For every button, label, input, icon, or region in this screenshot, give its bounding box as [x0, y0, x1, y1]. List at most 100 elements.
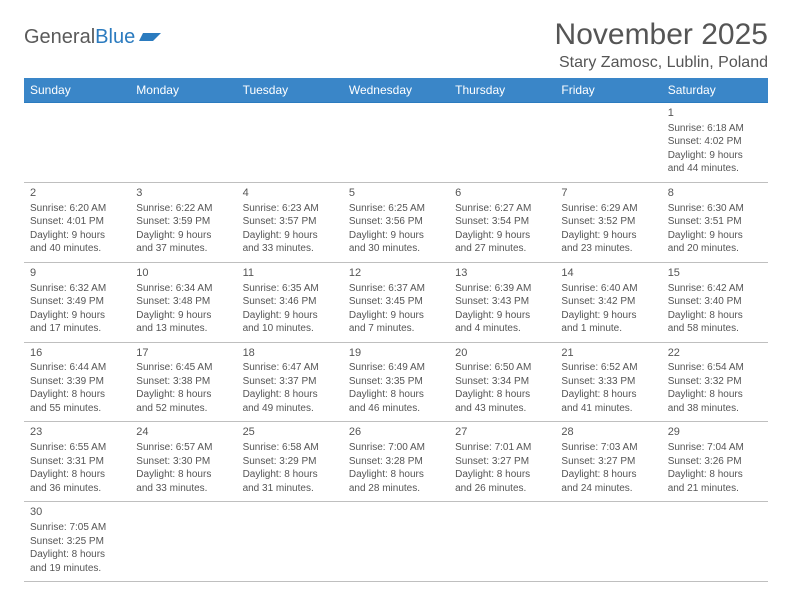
day-number: 8	[668, 186, 762, 201]
calendar-empty	[343, 103, 449, 183]
sunrise-text: Sunrise: 6:49 AM	[349, 361, 443, 375]
day-number: 29	[668, 425, 762, 440]
daylight-text: Daylight: 9 hours and 1 minute.	[561, 309, 655, 336]
sunset-text: Sunset: 3:45 PM	[349, 295, 443, 309]
daylight-text: Daylight: 8 hours and 49 minutes.	[243, 388, 337, 415]
day-number: 4	[243, 186, 337, 201]
sunset-text: Sunset: 3:59 PM	[136, 215, 230, 229]
sunset-text: Sunset: 3:38 PM	[136, 375, 230, 389]
daylight-text: Daylight: 8 hours and 26 minutes.	[455, 468, 549, 495]
sunset-text: Sunset: 3:31 PM	[30, 455, 124, 469]
sunset-text: Sunset: 3:40 PM	[668, 295, 762, 309]
sunrise-text: Sunrise: 7:05 AM	[30, 521, 124, 535]
sunset-text: Sunset: 3:56 PM	[349, 215, 443, 229]
day-number: 9	[30, 266, 124, 281]
sunset-text: Sunset: 3:42 PM	[561, 295, 655, 309]
daylight-text: Daylight: 8 hours and 55 minutes.	[30, 388, 124, 415]
calendar-day: 9Sunrise: 6:32 AMSunset: 3:49 PMDaylight…	[24, 262, 130, 342]
daylight-text: Daylight: 9 hours and 44 minutes.	[668, 149, 762, 176]
location: Stary Zamosc, Lublin, Poland	[555, 54, 768, 72]
sunrise-text: Sunrise: 6:42 AM	[668, 282, 762, 296]
sunset-text: Sunset: 3:33 PM	[561, 375, 655, 389]
sunrise-text: Sunrise: 6:47 AM	[243, 361, 337, 375]
sunrise-text: Sunrise: 6:32 AM	[30, 282, 124, 296]
calendar-empty	[237, 103, 343, 183]
daylight-text: Daylight: 9 hours and 23 minutes.	[561, 229, 655, 256]
day-number: 24	[136, 425, 230, 440]
calendar-day: 4Sunrise: 6:23 AMSunset: 3:57 PMDaylight…	[237, 182, 343, 262]
sunset-text: Sunset: 3:39 PM	[30, 375, 124, 389]
calendar-empty	[130, 502, 236, 582]
sunrise-text: Sunrise: 6:18 AM	[668, 122, 762, 136]
daylight-text: Daylight: 9 hours and 7 minutes.	[349, 309, 443, 336]
daylight-text: Daylight: 8 hours and 36 minutes.	[30, 468, 124, 495]
day-number: 20	[455, 346, 549, 361]
page-header: GeneralBlue November 2025 Stary Zamosc, …	[24, 18, 768, 72]
sunset-text: Sunset: 3:32 PM	[668, 375, 762, 389]
sunset-text: Sunset: 3:49 PM	[30, 295, 124, 309]
day-number: 30	[30, 505, 124, 520]
day-header: Thursday	[449, 78, 555, 103]
sunrise-text: Sunrise: 6:44 AM	[30, 361, 124, 375]
day-number: 25	[243, 425, 337, 440]
daylight-text: Daylight: 9 hours and 33 minutes.	[243, 229, 337, 256]
day-header: Friday	[555, 78, 661, 103]
daylight-text: Daylight: 9 hours and 40 minutes.	[30, 229, 124, 256]
calendar-day: 6Sunrise: 6:27 AMSunset: 3:54 PMDaylight…	[449, 182, 555, 262]
logo-text-blue: Blue	[95, 26, 135, 49]
sunset-text: Sunset: 3:25 PM	[30, 535, 124, 549]
day-number: 13	[455, 266, 549, 281]
calendar-empty	[130, 103, 236, 183]
calendar-day: 14Sunrise: 6:40 AMSunset: 3:42 PMDayligh…	[555, 262, 661, 342]
calendar-day: 16Sunrise: 6:44 AMSunset: 3:39 PMDayligh…	[24, 342, 130, 422]
day-header: Saturday	[662, 78, 768, 103]
daylight-text: Daylight: 8 hours and 43 minutes.	[455, 388, 549, 415]
sunset-text: Sunset: 3:27 PM	[455, 455, 549, 469]
day-number: 10	[136, 266, 230, 281]
daylight-text: Daylight: 9 hours and 20 minutes.	[668, 229, 762, 256]
sunrise-text: Sunrise: 6:57 AM	[136, 441, 230, 455]
day-number: 7	[561, 186, 655, 201]
day-number: 26	[349, 425, 443, 440]
day-number: 12	[349, 266, 443, 281]
day-number: 2	[30, 186, 124, 201]
day-number: 21	[561, 346, 655, 361]
day-number: 28	[561, 425, 655, 440]
calendar-day: 25Sunrise: 6:58 AMSunset: 3:29 PMDayligh…	[237, 422, 343, 502]
calendar-day: 10Sunrise: 6:34 AMSunset: 3:48 PMDayligh…	[130, 262, 236, 342]
calendar-empty	[555, 103, 661, 183]
month-title: November 2025	[555, 18, 768, 52]
sunset-text: Sunset: 3:43 PM	[455, 295, 549, 309]
daylight-text: Daylight: 8 hours and 46 minutes.	[349, 388, 443, 415]
flag-icon	[139, 26, 161, 49]
day-header: Wednesday	[343, 78, 449, 103]
calendar-empty	[662, 502, 768, 582]
calendar-day: 28Sunrise: 7:03 AMSunset: 3:27 PMDayligh…	[555, 422, 661, 502]
calendar-day: 20Sunrise: 6:50 AMSunset: 3:34 PMDayligh…	[449, 342, 555, 422]
calendar-day: 7Sunrise: 6:29 AMSunset: 3:52 PMDaylight…	[555, 182, 661, 262]
calendar-week: 2Sunrise: 6:20 AMSunset: 4:01 PMDaylight…	[24, 182, 768, 262]
calendar-week: 1Sunrise: 6:18 AMSunset: 4:02 PMDaylight…	[24, 103, 768, 183]
sunset-text: Sunset: 3:51 PM	[668, 215, 762, 229]
sunrise-text: Sunrise: 6:20 AM	[30, 202, 124, 216]
daylight-text: Daylight: 8 hours and 33 minutes.	[136, 468, 230, 495]
daylight-text: Daylight: 8 hours and 38 minutes.	[668, 388, 762, 415]
calendar-empty	[343, 502, 449, 582]
daylight-text: Daylight: 8 hours and 24 minutes.	[561, 468, 655, 495]
calendar-table: SundayMondayTuesdayWednesdayThursdayFrid…	[24, 78, 768, 582]
calendar-day: 24Sunrise: 6:57 AMSunset: 3:30 PMDayligh…	[130, 422, 236, 502]
sunrise-text: Sunrise: 6:39 AM	[455, 282, 549, 296]
calendar-day: 13Sunrise: 6:39 AMSunset: 3:43 PMDayligh…	[449, 262, 555, 342]
sunset-text: Sunset: 3:28 PM	[349, 455, 443, 469]
sunrise-text: Sunrise: 6:52 AM	[561, 361, 655, 375]
sunset-text: Sunset: 3:30 PM	[136, 455, 230, 469]
calendar-week: 9Sunrise: 6:32 AMSunset: 3:49 PM Daylight…	[24, 262, 768, 342]
sunrise-text: Sunrise: 6:58 AM	[243, 441, 337, 455]
day-header-row: SundayMondayTuesdayWednesdayThursdayFrid…	[24, 78, 768, 103]
daylight-text: Daylight: 8 hours and 52 minutes.	[136, 388, 230, 415]
sunset-text: Sunset: 3:48 PM	[136, 295, 230, 309]
sunrise-text: Sunrise: 6:45 AM	[136, 361, 230, 375]
calendar-week: 23Sunrise: 6:55 AMSunset: 3:31 PMDayligh…	[24, 422, 768, 502]
calendar-day: 12Sunrise: 6:37 AMSunset: 3:45 PMDayligh…	[343, 262, 449, 342]
day-number: 5	[349, 186, 443, 201]
